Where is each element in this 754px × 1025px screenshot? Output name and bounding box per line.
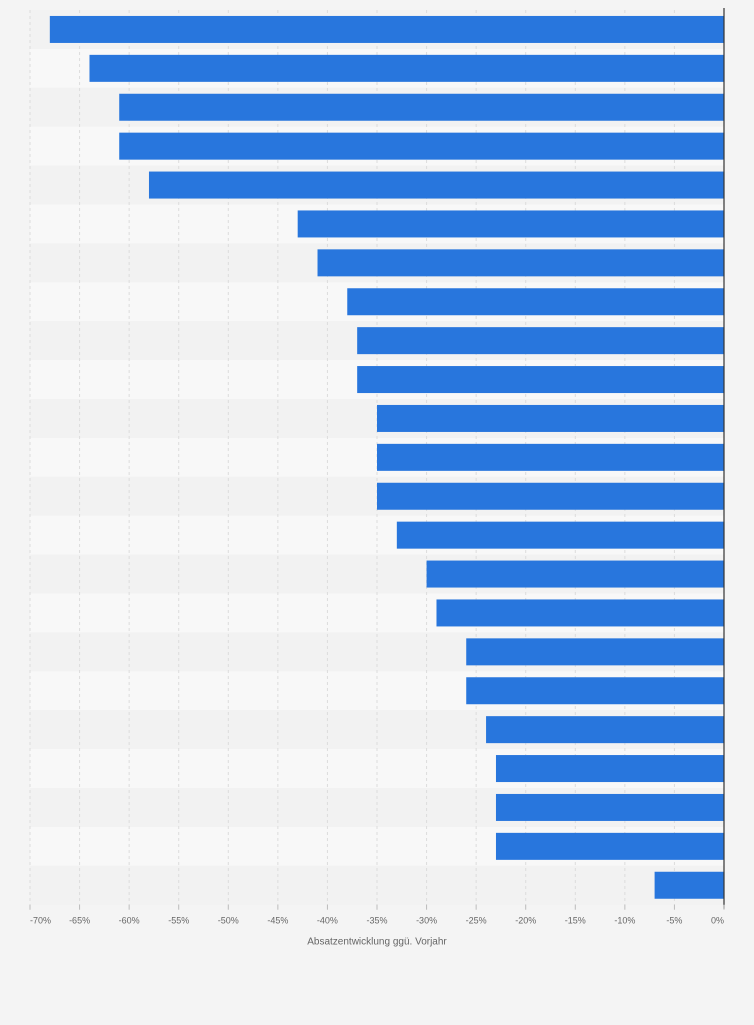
bar bbox=[654, 871, 724, 899]
bar bbox=[495, 832, 724, 860]
bar bbox=[89, 54, 724, 82]
tick-label: -10% bbox=[614, 916, 635, 926]
tick-label: -70% bbox=[30, 916, 51, 926]
x-axis-title: Absatzentwicklung ggü. Vorjahr bbox=[307, 937, 447, 948]
bar bbox=[426, 560, 724, 588]
tick-label: -30% bbox=[416, 916, 437, 926]
bar bbox=[377, 482, 724, 510]
bar bbox=[357, 327, 724, 355]
bar bbox=[49, 15, 725, 43]
bar bbox=[347, 288, 724, 316]
tick-label: -60% bbox=[119, 916, 140, 926]
bar bbox=[297, 210, 724, 238]
bar bbox=[396, 521, 724, 549]
bar bbox=[148, 171, 724, 199]
bar bbox=[466, 677, 724, 705]
bar bbox=[357, 366, 724, 394]
bar bbox=[486, 716, 724, 744]
bar bbox=[119, 93, 724, 121]
bar bbox=[377, 404, 724, 432]
bar bbox=[377, 443, 724, 471]
tick-label: -65% bbox=[69, 916, 90, 926]
tick-label: -35% bbox=[366, 916, 387, 926]
bars bbox=[49, 15, 725, 899]
tick-label: -20% bbox=[515, 916, 536, 926]
bar bbox=[495, 793, 724, 821]
tick-label: -55% bbox=[168, 916, 189, 926]
tick-label: -5% bbox=[666, 916, 682, 926]
tick-label: 0% bbox=[711, 916, 724, 926]
bar bbox=[436, 599, 724, 627]
bar bbox=[119, 132, 724, 160]
bar bbox=[495, 755, 724, 783]
x-axis-ticks: -70% -65% -60% -55% -50% -45% -40% -35% -30% -25%… bbox=[29, 904, 725, 926]
tick-label: -25% bbox=[466, 916, 487, 926]
tick-label: -40% bbox=[317, 916, 338, 926]
tick-label: -15% bbox=[565, 916, 586, 926]
tick-label: -45% bbox=[267, 916, 288, 926]
bar bbox=[317, 249, 724, 277]
tick-label: -50% bbox=[218, 916, 239, 926]
bar bbox=[466, 638, 724, 666]
